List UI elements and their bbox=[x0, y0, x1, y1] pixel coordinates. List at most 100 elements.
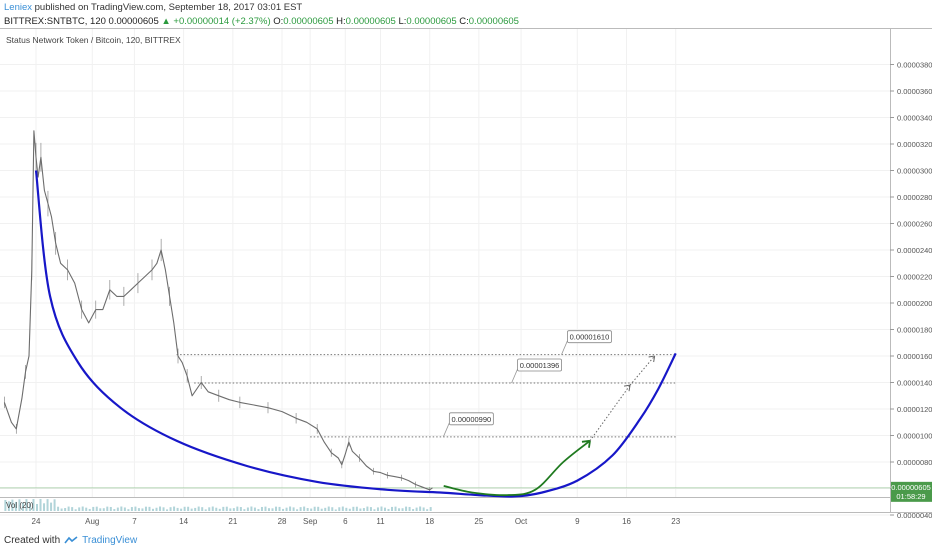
volume-bar bbox=[408, 506, 411, 511]
volume-bar bbox=[264, 506, 267, 511]
x-tick-label: 16 bbox=[622, 517, 631, 526]
volume-bar bbox=[341, 506, 344, 511]
volume-bar bbox=[25, 499, 28, 511]
level-box bbox=[567, 330, 612, 344]
volume-bar bbox=[306, 508, 309, 511]
level-leader bbox=[442, 422, 450, 437]
level-label: 0.00001396 bbox=[520, 361, 560, 370]
level-leader bbox=[561, 340, 568, 355]
volume-bar bbox=[285, 507, 288, 511]
volume-bar bbox=[95, 506, 98, 511]
price-line bbox=[3, 130, 433, 491]
level-box bbox=[517, 358, 562, 372]
volume-bar bbox=[405, 506, 408, 511]
volume-bar bbox=[271, 508, 274, 511]
author-link[interactable]: Leniex bbox=[4, 2, 32, 13]
x-tick-label: 14 bbox=[179, 517, 188, 526]
volume-bar bbox=[102, 508, 105, 511]
volume-bar bbox=[334, 509, 337, 511]
volume-bar bbox=[201, 507, 204, 511]
current-price-value: 0.00000605 bbox=[891, 483, 931, 492]
volume-bar bbox=[7, 501, 10, 511]
chart-area[interactable]: Status Network Token / Bitcoin, 120, BIT… bbox=[0, 28, 932, 530]
dotted-arrow bbox=[629, 355, 656, 386]
volume-bar bbox=[50, 502, 53, 511]
volume-bar bbox=[225, 506, 228, 511]
x-tick-label: 28 bbox=[278, 517, 287, 526]
volume-bar bbox=[292, 507, 295, 511]
volume-bar bbox=[137, 508, 140, 511]
volume-bar bbox=[99, 508, 102, 511]
volume-bar bbox=[64, 508, 67, 511]
green-curve bbox=[443, 440, 591, 497]
blue-curve bbox=[34, 170, 677, 498]
drawing-curves bbox=[34, 170, 677, 498]
volume-bar bbox=[123, 507, 126, 511]
volume-bar bbox=[426, 509, 429, 511]
volume-bar bbox=[116, 507, 119, 511]
volume-bar bbox=[81, 506, 84, 511]
created-with-text: Created with bbox=[4, 535, 61, 546]
volume-bar bbox=[176, 507, 179, 511]
volume-label: Vol (20) bbox=[6, 501, 34, 510]
close-value: 0.00000605 bbox=[468, 16, 519, 27]
volume-bar bbox=[366, 506, 369, 511]
volume-bar bbox=[113, 509, 116, 511]
current-time-value: 01:58:29 bbox=[896, 492, 925, 501]
volume-bar bbox=[412, 509, 415, 511]
level-box bbox=[448, 412, 494, 426]
volume-bar bbox=[222, 506, 225, 511]
volume-bar bbox=[348, 508, 351, 511]
volume-bar bbox=[257, 509, 260, 511]
volume-bar bbox=[345, 507, 348, 511]
volume-bar bbox=[148, 506, 151, 511]
volume-bar bbox=[173, 506, 176, 511]
volume-bar bbox=[57, 506, 60, 511]
volume-bar bbox=[120, 506, 123, 511]
volume-bar bbox=[169, 507, 172, 511]
volume-bar bbox=[32, 499, 35, 511]
published-text: published on TradingView.com, September … bbox=[34, 2, 303, 13]
volume-bar bbox=[14, 501, 17, 511]
grid-lines bbox=[0, 29, 890, 516]
volume-bar bbox=[190, 508, 193, 511]
volume-bar bbox=[243, 509, 246, 511]
volume-bar bbox=[46, 499, 49, 511]
tradingview-brand[interactable]: TradingView bbox=[82, 535, 138, 546]
volume-bar bbox=[166, 509, 169, 511]
x-tick-label: 23 bbox=[671, 517, 680, 526]
volume-bar bbox=[155, 507, 158, 511]
level-label: 0.00000990 bbox=[452, 415, 492, 424]
volume-bar bbox=[60, 508, 63, 511]
volume-bar bbox=[194, 507, 197, 511]
volume-bar bbox=[320, 508, 323, 511]
volume-bar bbox=[187, 506, 190, 511]
volume-bar bbox=[211, 506, 214, 511]
tradingview-logo-icon bbox=[64, 536, 78, 544]
volume-bar bbox=[11, 499, 14, 511]
x-tick-label: 11 bbox=[376, 517, 385, 526]
volume-bar bbox=[144, 506, 147, 511]
low-label: L: bbox=[398, 16, 407, 27]
volume-bar bbox=[71, 507, 74, 511]
level-leader bbox=[511, 368, 518, 384]
x-tick-label: 6 bbox=[343, 517, 348, 526]
chart-title: Status Network Token / Bitcoin, 120, BIT… bbox=[6, 35, 181, 45]
volume-bar bbox=[310, 508, 313, 511]
volume-bar bbox=[415, 507, 418, 511]
dotted-arrowhead bbox=[623, 384, 631, 392]
volume-bar bbox=[36, 504, 38, 511]
volume-bar bbox=[78, 507, 81, 511]
volume-bar bbox=[303, 506, 306, 511]
volume-bar bbox=[151, 508, 154, 511]
volume-bar bbox=[313, 506, 316, 511]
x-tick-label: Sep bbox=[303, 517, 318, 526]
volume-bar bbox=[376, 507, 379, 511]
time-axis[interactable]: 24 Aug 7 14 21 28 Sep 6 11 18 25 Oct 9 16 23 bbox=[32, 517, 681, 526]
volume-bar bbox=[218, 508, 221, 511]
